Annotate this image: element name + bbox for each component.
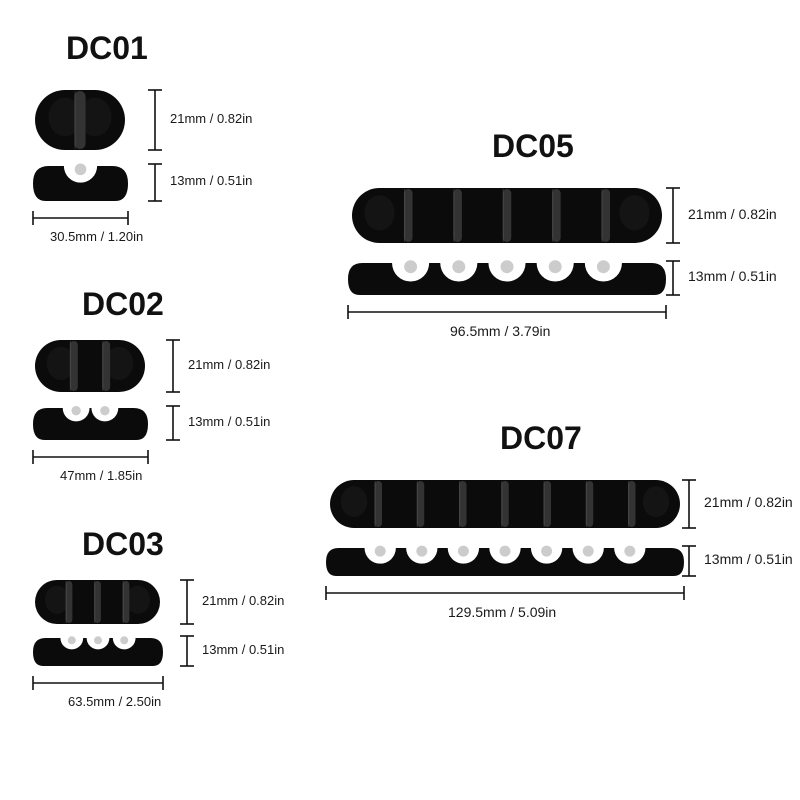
dimension-label: 21mm / 0.82in xyxy=(170,111,252,126)
dimension-bracket-horizontal xyxy=(30,674,166,692)
dimension-bracket-horizontal xyxy=(323,584,687,602)
dimension-bracket-vertical xyxy=(164,337,182,395)
clip-front-view xyxy=(30,631,166,673)
dimension-bracket-vertical xyxy=(664,185,682,246)
dimension-label: 63.5mm / 2.50in xyxy=(68,694,161,709)
dimension-bracket-vertical xyxy=(178,633,196,669)
dimension-bracket-vertical xyxy=(146,161,164,204)
clip-front-view xyxy=(323,541,687,583)
dimension-label: 30.5mm / 1.20in xyxy=(50,229,143,244)
dimension-label: 47mm / 1.85in xyxy=(60,468,142,483)
clip-front-view xyxy=(30,159,131,208)
product-title: DC05 xyxy=(492,128,574,165)
clip-top-view xyxy=(32,87,128,153)
dimension-label: 21mm / 0.82in xyxy=(688,206,777,222)
clip-top-view xyxy=(32,337,148,395)
dimension-bracket-horizontal xyxy=(30,209,131,227)
dimension-label: 13mm / 0.51in xyxy=(688,268,777,284)
product-title: DC07 xyxy=(500,420,582,457)
product-title: DC01 xyxy=(66,30,148,67)
dimension-bracket-horizontal xyxy=(30,448,151,466)
clip-front-view xyxy=(345,256,669,302)
clip-top-view xyxy=(32,577,163,627)
clip-top-view xyxy=(327,477,683,531)
dimension-bracket-vertical xyxy=(164,403,182,443)
dimension-bracket-vertical xyxy=(178,577,196,627)
dimension-bracket-vertical xyxy=(664,258,682,298)
dimension-label: 13mm / 0.51in xyxy=(704,551,793,567)
dimension-label: 21mm / 0.82in xyxy=(202,593,284,608)
dimension-label: 129.5mm / 5.09in xyxy=(448,604,556,620)
dimension-label: 13mm / 0.51in xyxy=(202,642,284,657)
dimension-bracket-vertical xyxy=(680,477,698,531)
clip-top-view xyxy=(349,185,665,246)
product-title: DC02 xyxy=(82,286,164,323)
dimension-bracket-vertical xyxy=(146,87,164,153)
product-title: DC03 xyxy=(82,526,164,563)
dimension-label: 13mm / 0.51in xyxy=(170,173,252,188)
dimension-bracket-vertical xyxy=(680,543,698,579)
dimension-label: 21mm / 0.82in xyxy=(188,357,270,372)
dimension-label: 21mm / 0.82in xyxy=(704,494,793,510)
dimension-label: 96.5mm / 3.79in xyxy=(450,323,550,339)
clip-front-view xyxy=(30,401,151,447)
infographic-canvas: DC01 21mm / 0.82in 13mm / 0.51in 30.5mm / 1… xyxy=(0,0,800,800)
dimension-label: 13mm / 0.51in xyxy=(188,414,270,429)
dimension-bracket-horizontal xyxy=(345,303,669,321)
